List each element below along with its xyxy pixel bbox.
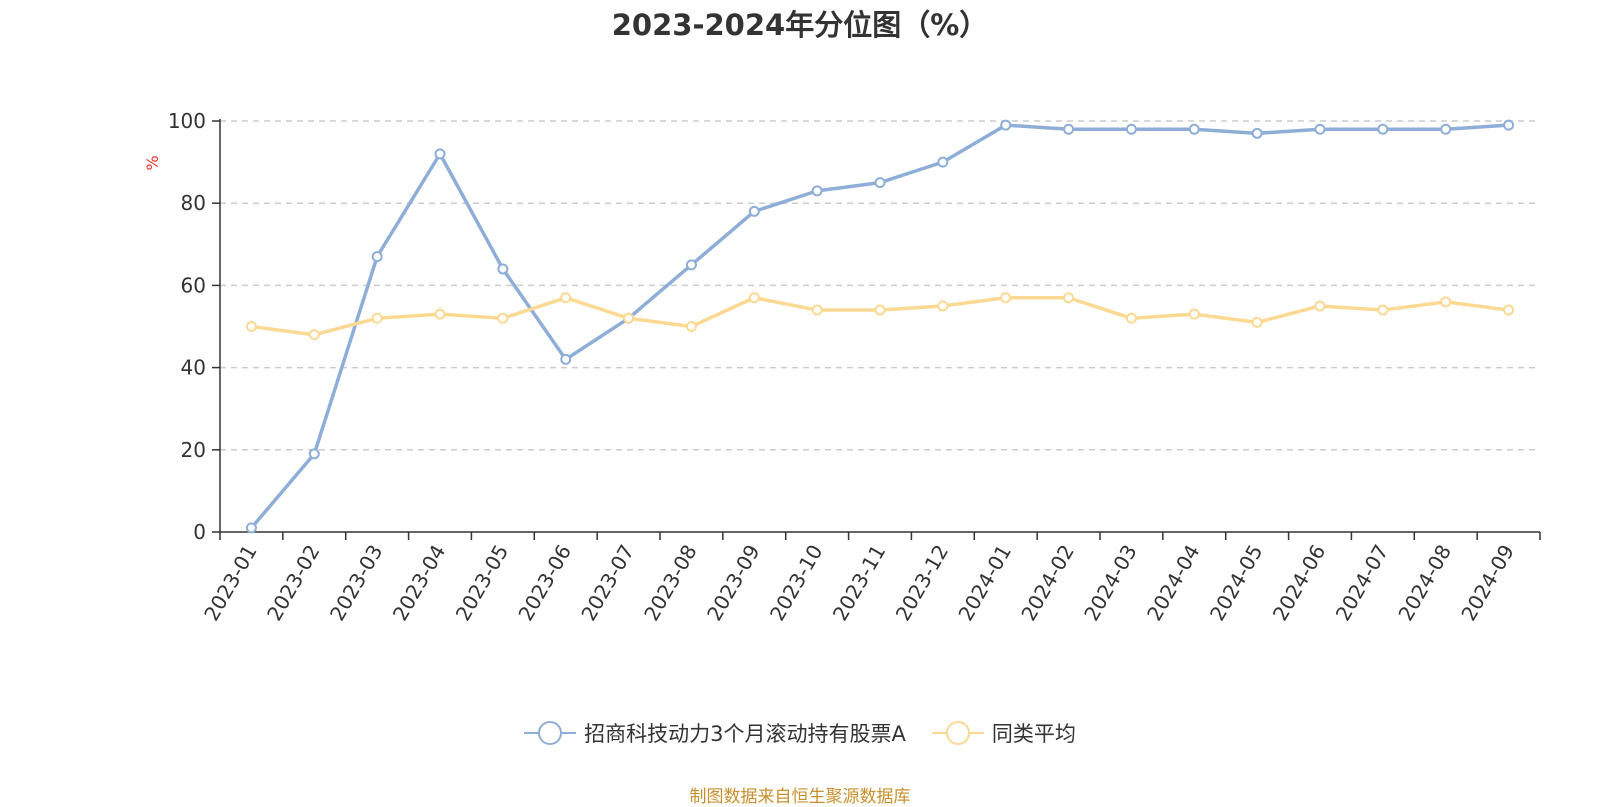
data-point xyxy=(685,321,697,332)
data-point xyxy=(1125,312,1137,324)
x-tick-label: 2023-04 xyxy=(388,541,451,625)
x-tick-label: 2023-01 xyxy=(199,541,262,625)
data-point xyxy=(1377,123,1389,135)
data-point xyxy=(1188,123,1200,135)
data-point xyxy=(371,251,383,263)
y-tick-label: 40 xyxy=(181,356,206,380)
legend-label-peer-average: 同类平均 xyxy=(991,722,1076,746)
data-point xyxy=(1314,300,1326,312)
x-tick-label: 2024-05 xyxy=(1205,541,1268,625)
legend-item-fund[interactable]: 招商科技动力3个月滚动持有股票A xyxy=(524,718,906,748)
data-point xyxy=(1503,119,1515,131)
data-point xyxy=(560,353,572,365)
data-point xyxy=(1251,316,1263,328)
y-tick-label: 60 xyxy=(181,273,206,297)
data-source-note: 制图数据来自恒生聚源数据库 xyxy=(689,787,911,807)
legend: 招商科技动力3个月滚动持有股票A 同类平均 xyxy=(0,718,1600,748)
data-point xyxy=(1188,308,1200,320)
series-lines xyxy=(245,119,1515,534)
x-tick-label: 2023-06 xyxy=(513,541,576,625)
x-tick-label: 2023-05 xyxy=(451,541,514,625)
series-0 xyxy=(245,119,1515,534)
data-point xyxy=(1000,119,1012,131)
legend-line-circle-icon xyxy=(931,721,984,745)
data-point xyxy=(1440,123,1452,135)
x-tick-label: 2023-09 xyxy=(702,541,765,625)
data-point xyxy=(748,292,760,304)
series-1 xyxy=(245,292,1515,341)
data-point xyxy=(937,300,949,312)
data-point xyxy=(308,448,320,460)
data-point xyxy=(748,205,760,217)
y-tick-label: 100 xyxy=(168,109,206,133)
data-point xyxy=(1063,123,1075,135)
data-point xyxy=(245,321,257,332)
grid-lines xyxy=(220,120,1540,451)
data-point xyxy=(434,308,446,320)
x-tick-label: 2024-01 xyxy=(953,541,1016,625)
data-point xyxy=(371,312,383,324)
y-tick-label: 0 xyxy=(193,520,206,544)
x-tick-label: 2024-03 xyxy=(1079,541,1142,625)
x-tick-label: 2024-02 xyxy=(1016,541,1079,625)
data-point xyxy=(1377,304,1389,316)
legend-item-peer-average[interactable]: 同类平均 xyxy=(931,718,1076,748)
data-point xyxy=(874,304,886,316)
y-tick-label: 20 xyxy=(181,438,206,462)
data-point xyxy=(245,522,257,534)
data-point xyxy=(1000,292,1012,304)
data-point xyxy=(1063,292,1075,304)
x-tick-label: 2023-03 xyxy=(325,541,388,625)
data-point xyxy=(1125,123,1137,135)
axes xyxy=(212,119,1541,540)
data-point xyxy=(874,177,886,189)
legend-label-fund: 招商科技动力3个月滚动持有股票A xyxy=(584,722,906,746)
x-tick-label: 2023-02 xyxy=(262,541,325,625)
x-tick-label: 2023-10 xyxy=(765,541,828,625)
data-point xyxy=(811,185,823,197)
x-tick-label: 2024-09 xyxy=(1456,541,1519,625)
data-point xyxy=(1503,304,1515,316)
data-point xyxy=(685,259,697,271)
data-point xyxy=(623,312,635,324)
x-tick-label: 2023-07 xyxy=(576,541,639,625)
data-point xyxy=(1314,123,1326,135)
x-tick-label: 2024-07 xyxy=(1331,541,1394,625)
data-point xyxy=(497,312,509,324)
data-point xyxy=(811,304,823,316)
x-tick-label: 2024-04 xyxy=(1142,541,1205,625)
data-point xyxy=(1251,127,1263,139)
x-tick-label: 2023-12 xyxy=(891,541,954,625)
y-axis-label: % xyxy=(143,155,162,170)
data-point xyxy=(434,148,446,160)
data-point xyxy=(497,263,509,275)
x-tick-label: 2024-06 xyxy=(1268,541,1331,625)
data-point xyxy=(308,329,320,341)
y-tick-label: 80 xyxy=(181,191,206,215)
data-point xyxy=(560,292,572,304)
legend-line-circle-icon xyxy=(524,721,577,745)
x-tick-label: 2024-08 xyxy=(1393,541,1456,625)
chart-title: 2023-2024年分位图（%） xyxy=(611,8,989,42)
x-tick-label: 2023-08 xyxy=(639,541,702,625)
data-point xyxy=(1440,296,1452,308)
data-point xyxy=(937,156,949,168)
x-tick-label: 2023-11 xyxy=(828,541,891,625)
